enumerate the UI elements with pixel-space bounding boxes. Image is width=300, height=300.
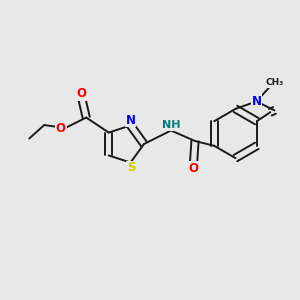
Text: CH₃: CH₃ [266, 78, 284, 87]
Text: NH: NH [162, 120, 180, 130]
Text: S: S [127, 161, 135, 174]
Text: N: N [251, 95, 262, 108]
Text: O: O [188, 162, 199, 176]
Text: O: O [56, 122, 66, 134]
Text: O: O [77, 87, 87, 100]
Text: N: N [125, 114, 136, 127]
